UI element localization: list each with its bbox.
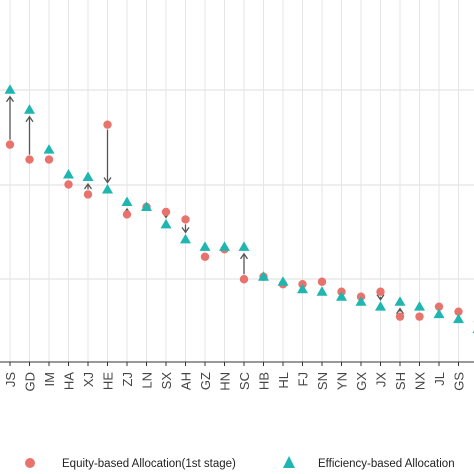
x-tick-label-sn: SN	[315, 372, 330, 390]
point-efficiency-yn	[336, 291, 347, 301]
x-tick-label-zj: ZJ	[120, 372, 135, 386]
point-efficiency-he	[102, 183, 113, 194]
point-equity-ah	[181, 215, 190, 224]
point-equity-zj	[122, 210, 132, 219]
point-efficiency-jx	[375, 301, 386, 311]
x-tick-labels: JS GD IM HA XJ HE ZJ LN SX AH GZ HN SC HB HL FJ SN YN GX JX…	[3, 362, 474, 392]
x-tick-label-ah: AH	[179, 372, 194, 390]
point-efficiency-hl	[277, 276, 289, 286]
arrow-head	[376, 294, 385, 301]
x-tick-label-hn: HN	[218, 372, 233, 391]
point-equity-sx	[161, 207, 171, 217]
x-tick-label-sh: SH	[393, 372, 408, 390]
legend-label-equity: Equity-based Allocation(1st stage)	[62, 458, 236, 470]
x-tick-label-im: IM	[42, 372, 57, 386]
x-tick-label-gd: GD	[23, 372, 38, 392]
point-efficiency-sn	[316, 286, 328, 296]
x-tick-label-gz: GZ	[198, 372, 213, 390]
point-equity-im	[44, 155, 54, 164]
point-efficiency-ah	[180, 233, 191, 244]
point-equity-nx	[415, 312, 424, 321]
legend: Equity-based Allocation(1st stage) Effic…	[25, 456, 455, 470]
point-equity-ha	[64, 180, 73, 189]
x-tick-label-sc: SC	[237, 372, 252, 390]
point-equity-gs	[454, 307, 463, 316]
point-equity-xj	[83, 190, 93, 199]
data-points	[4, 84, 474, 334]
point-efficiency-hb	[258, 271, 269, 281]
point-efficiency-fj	[297, 283, 308, 294]
x-tick-label-jx: JX	[374, 372, 389, 388]
arrow-head	[181, 226, 190, 234]
legend-label-efficiency: Efficiency-based Allocation	[318, 458, 455, 470]
arrow-head	[103, 177, 112, 184]
point-efficiency-ln	[141, 201, 152, 211]
x-tick-label-gx: GX	[354, 372, 369, 391]
point-equity-he	[103, 120, 112, 129]
x-tick-label-gs: GS	[452, 372, 467, 391]
x-tick-label-xj: XJ	[81, 372, 96, 387]
x-tick-label-sx: SX	[159, 372, 174, 390]
point-efficiency-gd	[24, 104, 35, 114]
point-efficiency-im	[43, 144, 55, 154]
point-equity-jl	[434, 302, 444, 311]
x-tick-label-ha: HA	[62, 372, 77, 390]
x-tick-label-he: HE	[101, 372, 116, 390]
point-efficiency-hn	[219, 241, 230, 251]
point-efficiency-js	[4, 84, 16, 94]
point-efficiency-ha	[63, 169, 74, 179]
point-equity-js	[5, 140, 15, 149]
point-efficiency-zj	[121, 196, 133, 206]
point-equity-jx	[376, 287, 385, 296]
point-equity-sc	[239, 275, 249, 284]
x-tick-label-fj: FJ	[296, 372, 311, 386]
x-tick-label-jl: JL	[432, 372, 447, 386]
x-tick-label-nx: NX	[413, 372, 428, 390]
point-efficiency-nx	[414, 301, 425, 311]
point-equity-gd	[25, 155, 34, 164]
arrow-head	[25, 115, 34, 123]
point-efficiency-gs	[453, 313, 464, 324]
point-equity-gz	[200, 252, 210, 262]
point-efficiency-xj	[82, 171, 94, 182]
x-tick-label-tj: TJ	[471, 372, 474, 386]
point-efficiency-sh	[394, 296, 406, 306]
x-tick-label-hb: HB	[257, 372, 272, 390]
point-equity-sn	[317, 277, 327, 286]
arrow-head	[83, 182, 93, 190]
x-tick-label-hl: HL	[276, 372, 291, 389]
point-efficiency-sc	[238, 241, 250, 251]
x-tick-label-yn: YN	[335, 372, 350, 390]
legend-marker-efficiency	[283, 456, 295, 468]
point-efficiency-jl	[433, 308, 445, 319]
x-tick-label-js: JS	[3, 372, 18, 388]
point-efficiency-gx	[355, 296, 367, 306]
point-efficiency-gz	[199, 241, 211, 251]
arrow-head	[5, 95, 15, 103]
point-efficiency-sx	[160, 218, 172, 229]
arrow-head	[239, 252, 249, 260]
x-tick-label-ln: LN	[140, 372, 155, 389]
legend-marker-equity	[25, 458, 35, 468]
arrow-head	[395, 307, 405, 315]
point-equity-sh	[395, 312, 405, 321]
